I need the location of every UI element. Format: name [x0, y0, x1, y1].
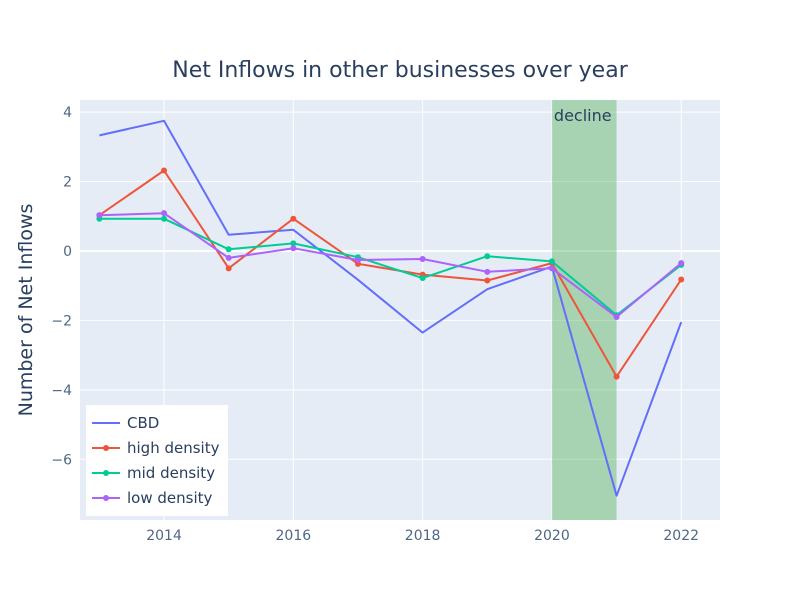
data-point[interactable]: [161, 210, 168, 217]
series-line: [99, 119, 683, 497]
data-point[interactable]: [290, 245, 297, 252]
legend-marker-icon: [103, 495, 109, 501]
data-point[interactable]: [161, 215, 168, 222]
legend-label: CBD: [127, 414, 159, 432]
data-point[interactable]: [290, 215, 297, 222]
legend-item[interactable]: high density: [92, 439, 220, 457]
data-point[interactable]: [678, 260, 685, 267]
data-point[interactable]: [484, 268, 491, 275]
legend-marker-icon: [103, 470, 109, 476]
legend-item[interactable]: mid density: [92, 464, 215, 482]
y-tick-label: 2: [63, 175, 72, 191]
data-point[interactable]: [96, 212, 103, 219]
y-tick-label: 0: [63, 244, 72, 260]
data-point[interactable]: [484, 277, 491, 284]
data-point[interactable]: [419, 255, 426, 262]
y-tick-label: −4: [51, 383, 72, 399]
data-point[interactable]: [613, 313, 620, 320]
series-0[interactable]: [99, 119, 683, 497]
data-point[interactable]: [484, 253, 491, 260]
legend-item[interactable]: low density: [92, 489, 213, 507]
y-tick-label: 4: [63, 105, 72, 121]
x-tick-label: 2018: [405, 528, 441, 544]
legend[interactable]: CBD high density mid density low density: [86, 405, 228, 516]
data-point[interactable]: [225, 246, 232, 253]
data-point[interactable]: [354, 257, 361, 264]
data-point[interactable]: [225, 265, 232, 272]
data-point[interactable]: [613, 373, 620, 380]
y-tick-label: −6: [51, 452, 72, 468]
grid: [80, 100, 720, 520]
data-point[interactable]: [678, 276, 685, 283]
legend-marker-icon: [103, 445, 109, 451]
data-point[interactable]: [548, 265, 555, 272]
x-tick-label: 2020: [534, 528, 570, 544]
decline-label: decline: [554, 106, 612, 125]
x-tick-label: 2022: [663, 528, 699, 544]
x-axis-ticks: 2014 2016 2018 2020 2022: [146, 528, 699, 544]
data-point[interactable]: [290, 240, 297, 247]
y-tick-label: −2: [51, 313, 72, 329]
x-tick-label: 2014: [146, 528, 182, 544]
series-line: [98, 169, 683, 378]
data-point[interactable]: [419, 275, 426, 282]
legend-label: low density: [127, 489, 213, 507]
data-point[interactable]: [548, 258, 555, 265]
y-axis-ticks: 4 2 0 −2 −4 −6: [51, 105, 72, 468]
y-axis-label: Number of Net Inflows: [15, 204, 37, 417]
series-line: [99, 212, 682, 318]
series-line: [99, 217, 682, 317]
chart-title: Net Inflows in other businesses over yea…: [172, 58, 628, 83]
series-layer: [96, 119, 685, 497]
legend-label: high density: [127, 439, 220, 457]
legend-item[interactable]: CBD: [92, 414, 159, 432]
data-point[interactable]: [225, 254, 232, 261]
data-point[interactable]: [161, 167, 168, 174]
series-3[interactable]: [96, 210, 685, 320]
legend-label: mid density: [127, 464, 215, 482]
x-tick-label: 2016: [276, 528, 312, 544]
